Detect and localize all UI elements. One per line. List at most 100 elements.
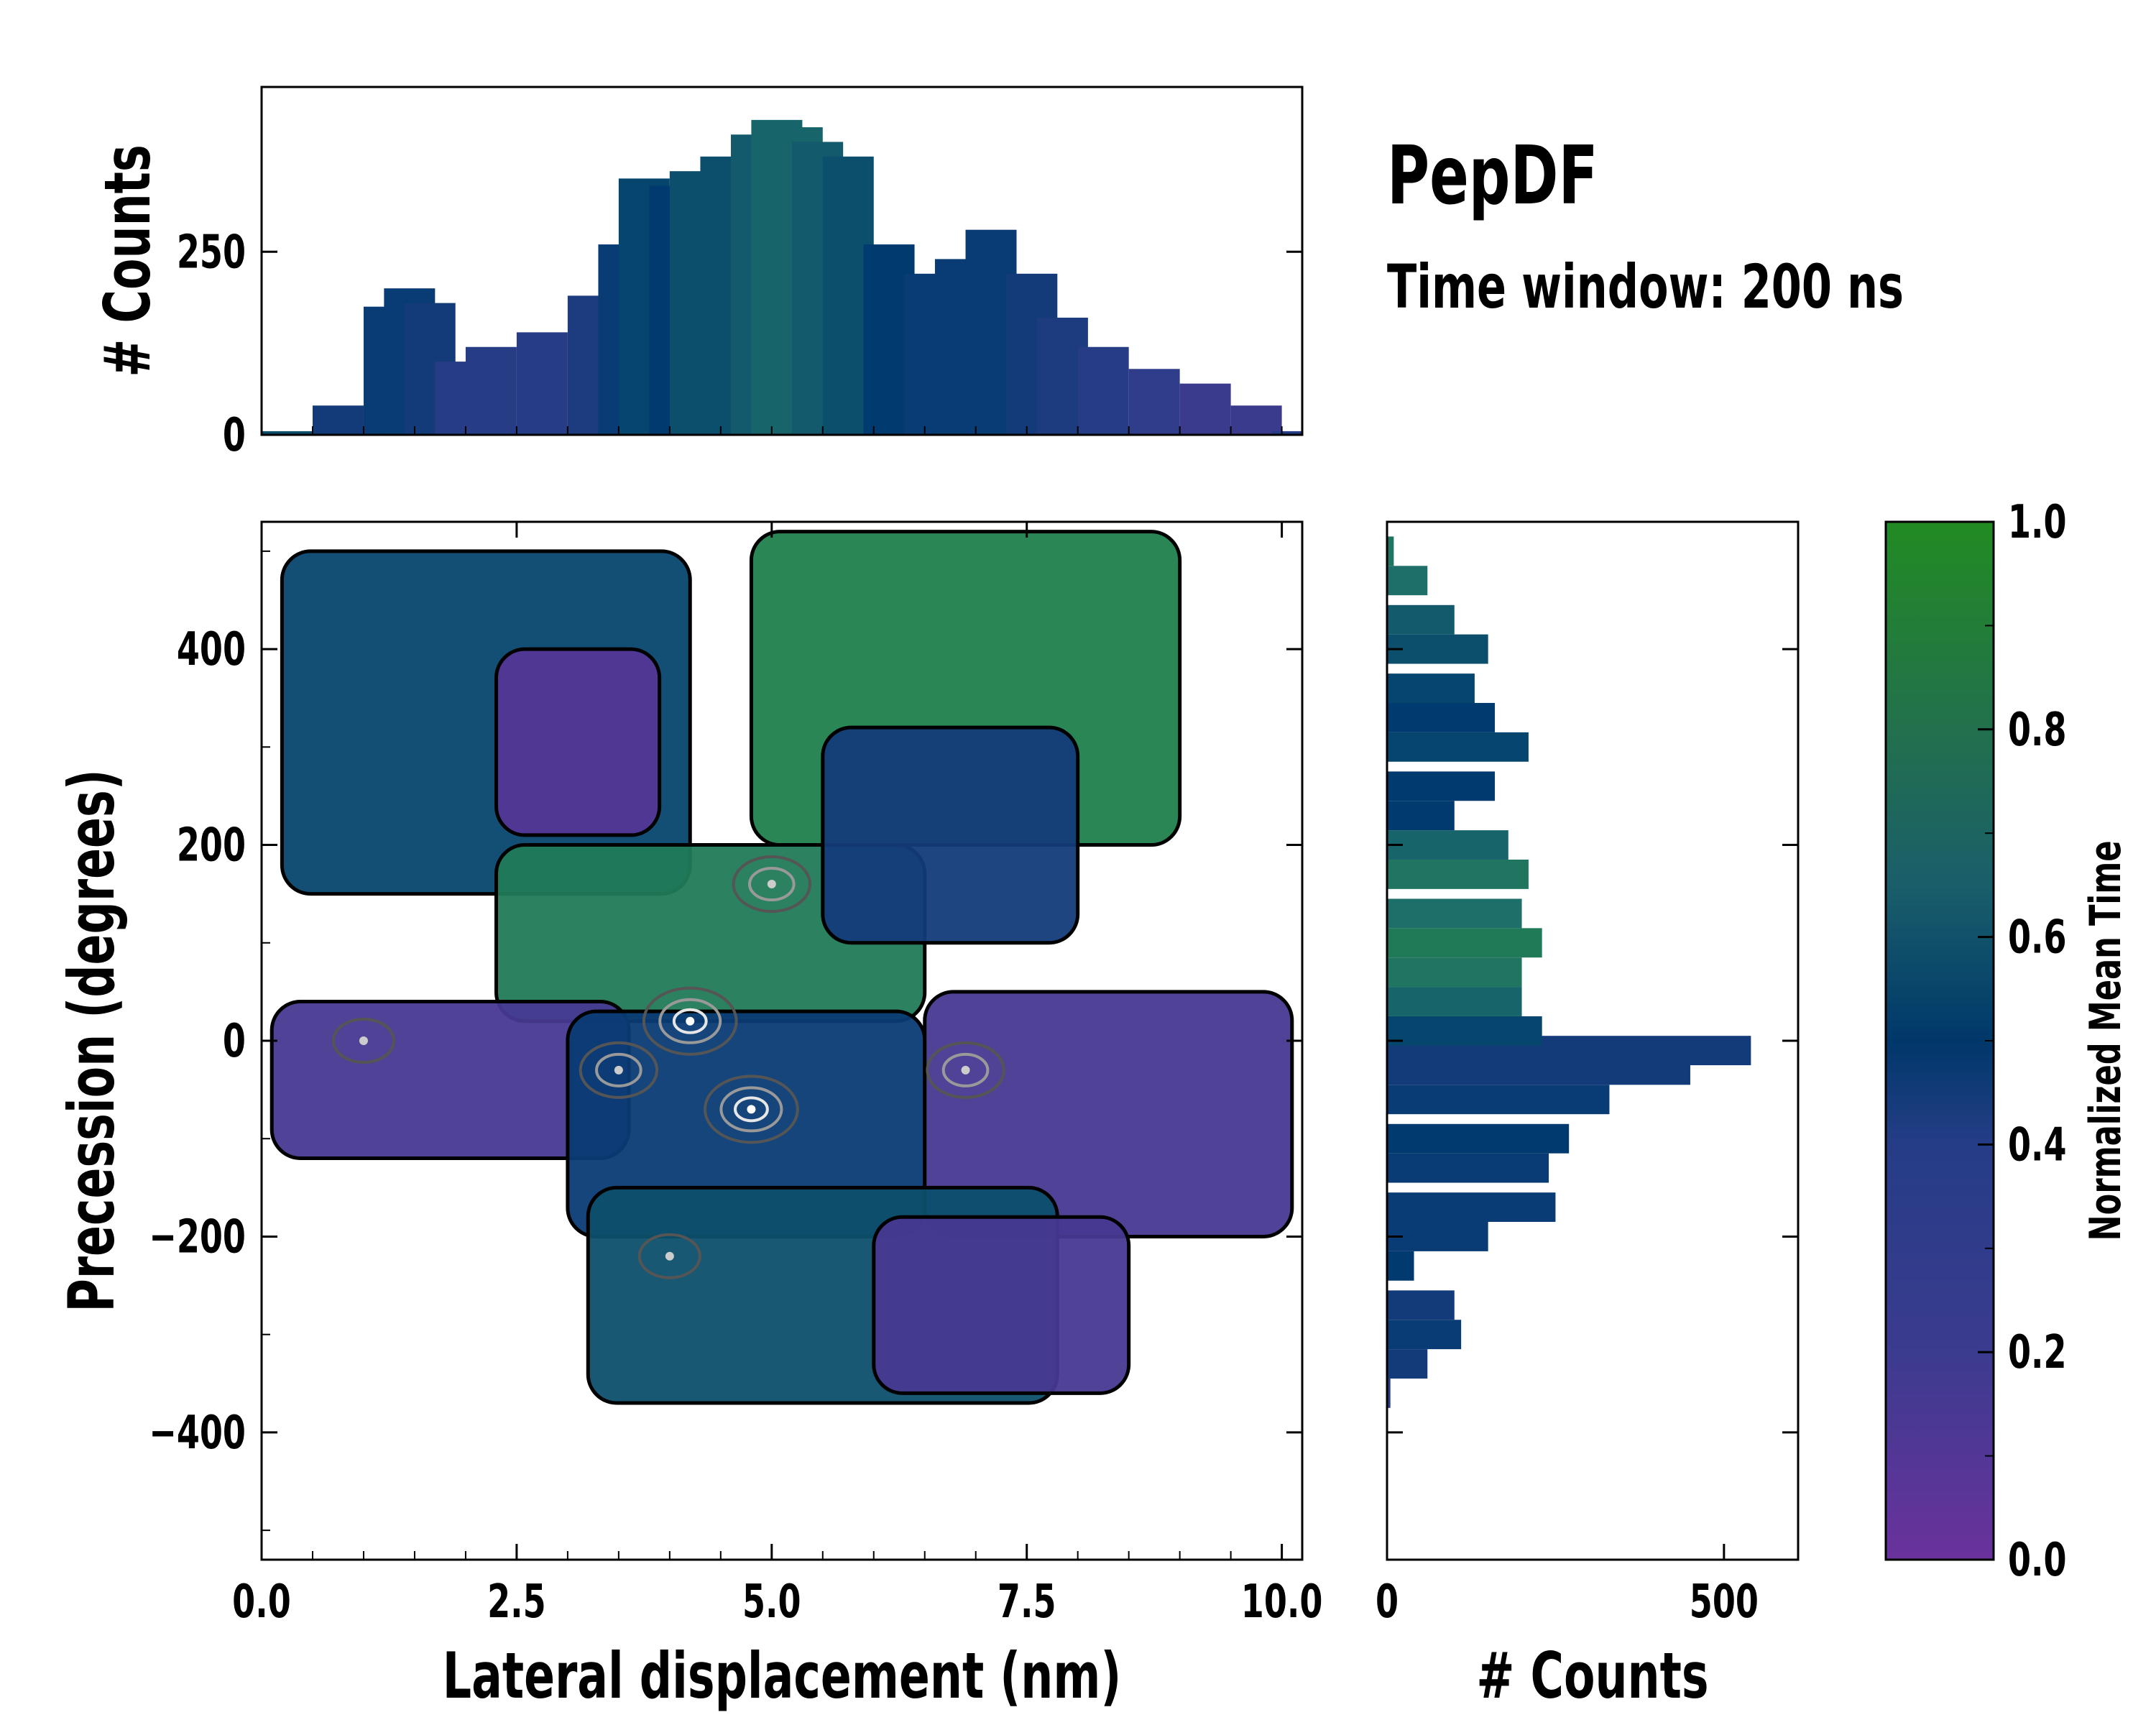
- right-histogram-bar: [1387, 1378, 1391, 1408]
- density-contour: [331, 1018, 395, 1064]
- x-tick-label: 7.5: [998, 1575, 1056, 1629]
- density-contour: [579, 1041, 659, 1099]
- top-histogram-panel: 0 250: [177, 86, 1304, 462]
- density-contour: [704, 1075, 799, 1144]
- main-x-ticks: 0.0 2.5 5.0 7.5 10.0: [232, 522, 1322, 1629]
- right-x-tick-label: 0: [1376, 1575, 1399, 1629]
- right-histogram-bar: [1387, 1123, 1570, 1154]
- density-peak: [686, 1016, 695, 1026]
- right-histogram-bar: [1387, 1251, 1414, 1281]
- x-tick-label: 10.0: [1241, 1575, 1323, 1629]
- x-tick-label: 2.5: [487, 1575, 546, 1629]
- right-histogram-bar: [1387, 928, 1542, 958]
- colorbar-tick-label: 1.0: [2008, 495, 2067, 549]
- top-y-ticks: 0 250: [177, 226, 1302, 462]
- colorbar-tick-label: 0.2: [2008, 1326, 2067, 1380]
- colorbar-tick-label: 0.6: [2008, 911, 2067, 965]
- top-y-tick-label: 0: [223, 408, 246, 462]
- top-histogram-bar: [465, 346, 517, 435]
- density-peak: [665, 1251, 674, 1261]
- figure-subtitle: Time window: 200 ns: [1387, 252, 1904, 322]
- x-tick-label: 5.0: [742, 1575, 801, 1629]
- top-histogram-bar: [1128, 369, 1180, 435]
- heatmap-region: [872, 1215, 1131, 1395]
- right-histogram-bar: [1387, 957, 1522, 988]
- colorbar: 0.0 0.2 0.4 0.6 0.8 1.0: [1884, 495, 2067, 1587]
- top-histogram-bar: [262, 431, 313, 435]
- right-histogram-bar: [1387, 604, 1455, 635]
- right-histogram-bars: [1387, 536, 1751, 1408]
- right-histogram-bar: [1387, 673, 1475, 704]
- figure-title: PepDF: [1387, 129, 1598, 223]
- heatmap-regions: [270, 530, 1294, 1405]
- colorbar-ticks: 0.0 0.2 0.4 0.6 0.8 1.0: [1978, 495, 2067, 1587]
- colorbar-label: Normalized Mean Time: [2081, 840, 2131, 1241]
- right-histogram-bar: [1387, 771, 1496, 801]
- colorbar-tick-label: 0.4: [2008, 1118, 2067, 1172]
- right-histogram-panel: 0 500: [1376, 520, 1800, 1629]
- colorbar-gradient: [1886, 522, 1994, 1560]
- x-tick-label: 0.0: [232, 1575, 291, 1629]
- colorbar-tick-label: 0.0: [2008, 1533, 2067, 1587]
- right-x-ticks: 0 500: [1376, 648, 1798, 1629]
- density-contour: [672, 1008, 708, 1034]
- right-histogram-bar: [1387, 987, 1522, 1016]
- density-contour: [732, 855, 812, 914]
- right-histogram-bar: [1387, 859, 1529, 889]
- right-histogram-bar: [1387, 898, 1522, 929]
- density-contour: [734, 1096, 769, 1123]
- right-histogram-bar: [1387, 566, 1428, 596]
- y-tick-label: 200: [177, 819, 246, 873]
- density-contour: [748, 867, 796, 902]
- right-histogram-bar: [1387, 1192, 1556, 1223]
- density-peak: [961, 1065, 970, 1075]
- y-tick-label: −400: [149, 1406, 246, 1460]
- right-histogram-bar: [1387, 634, 1488, 664]
- right-histogram-bar: [1387, 703, 1496, 732]
- density-contour: [642, 986, 738, 1056]
- heatmap-region: [494, 647, 662, 837]
- top-histogram-bar: [312, 405, 364, 435]
- right-histogram-bar: [1387, 1349, 1428, 1379]
- right-x-axis-label: # Counts: [1476, 1640, 1708, 1714]
- top-histogram-bar: [1230, 405, 1282, 435]
- density-peak: [614, 1065, 623, 1075]
- heatmap-region: [821, 725, 1080, 945]
- density-contour: [595, 1052, 642, 1087]
- right-histogram-bar: [1387, 1085, 1610, 1115]
- main-x-axis-label: Lateral displacement (nm): [443, 1640, 1122, 1714]
- density-contour: [926, 1041, 1005, 1099]
- top-histogram-bar: [1077, 346, 1129, 435]
- density-contour: [658, 998, 722, 1044]
- right-histogram-bar: [1387, 1016, 1542, 1046]
- density-peak: [747, 1105, 756, 1114]
- right-histogram-bar: [1387, 1290, 1455, 1320]
- right-x-tick-label: 500: [1690, 1575, 1759, 1629]
- top-histogram-bar: [1179, 383, 1231, 435]
- right-histogram-bar: [1387, 1153, 1549, 1183]
- main-y-ticks: −400 −200 0 200 400: [149, 550, 1302, 1532]
- y-tick-label: −200: [149, 1210, 246, 1264]
- top-y-axis-label: # Counts: [92, 144, 165, 377]
- density-peak: [767, 880, 776, 889]
- density-contour: [637, 1233, 701, 1279]
- y-tick-label: 400: [177, 623, 246, 677]
- top-histogram-bar: [1271, 431, 1302, 435]
- main-heatmap-panel: 0.0 2.5 5.0 7.5 10.0 −400 −200 0 200 400: [149, 520, 1322, 1629]
- top-histogram-bar: [516, 332, 568, 435]
- density-contour: [719, 1086, 783, 1133]
- density-peak: [359, 1036, 368, 1045]
- top-histogram-bars: [262, 119, 1302, 435]
- top-y-tick-label: 250: [177, 226, 246, 280]
- colorbar-tick-label: 0.8: [2008, 703, 2067, 757]
- right-histogram-bar: [1387, 1320, 1462, 1350]
- right-histogram-bar: [1387, 1222, 1488, 1251]
- right-histogram-bar: [1387, 801, 1455, 831]
- y-tick-label: 0: [223, 1014, 246, 1068]
- top-axes-frame: [260, 86, 1304, 436]
- right-histogram-bar: [1387, 732, 1529, 762]
- main-y-axis-label: Precession (degrees): [56, 769, 129, 1312]
- right-histogram-bar: [1387, 830, 1508, 860]
- right-histogram-bar: [1387, 536, 1394, 566]
